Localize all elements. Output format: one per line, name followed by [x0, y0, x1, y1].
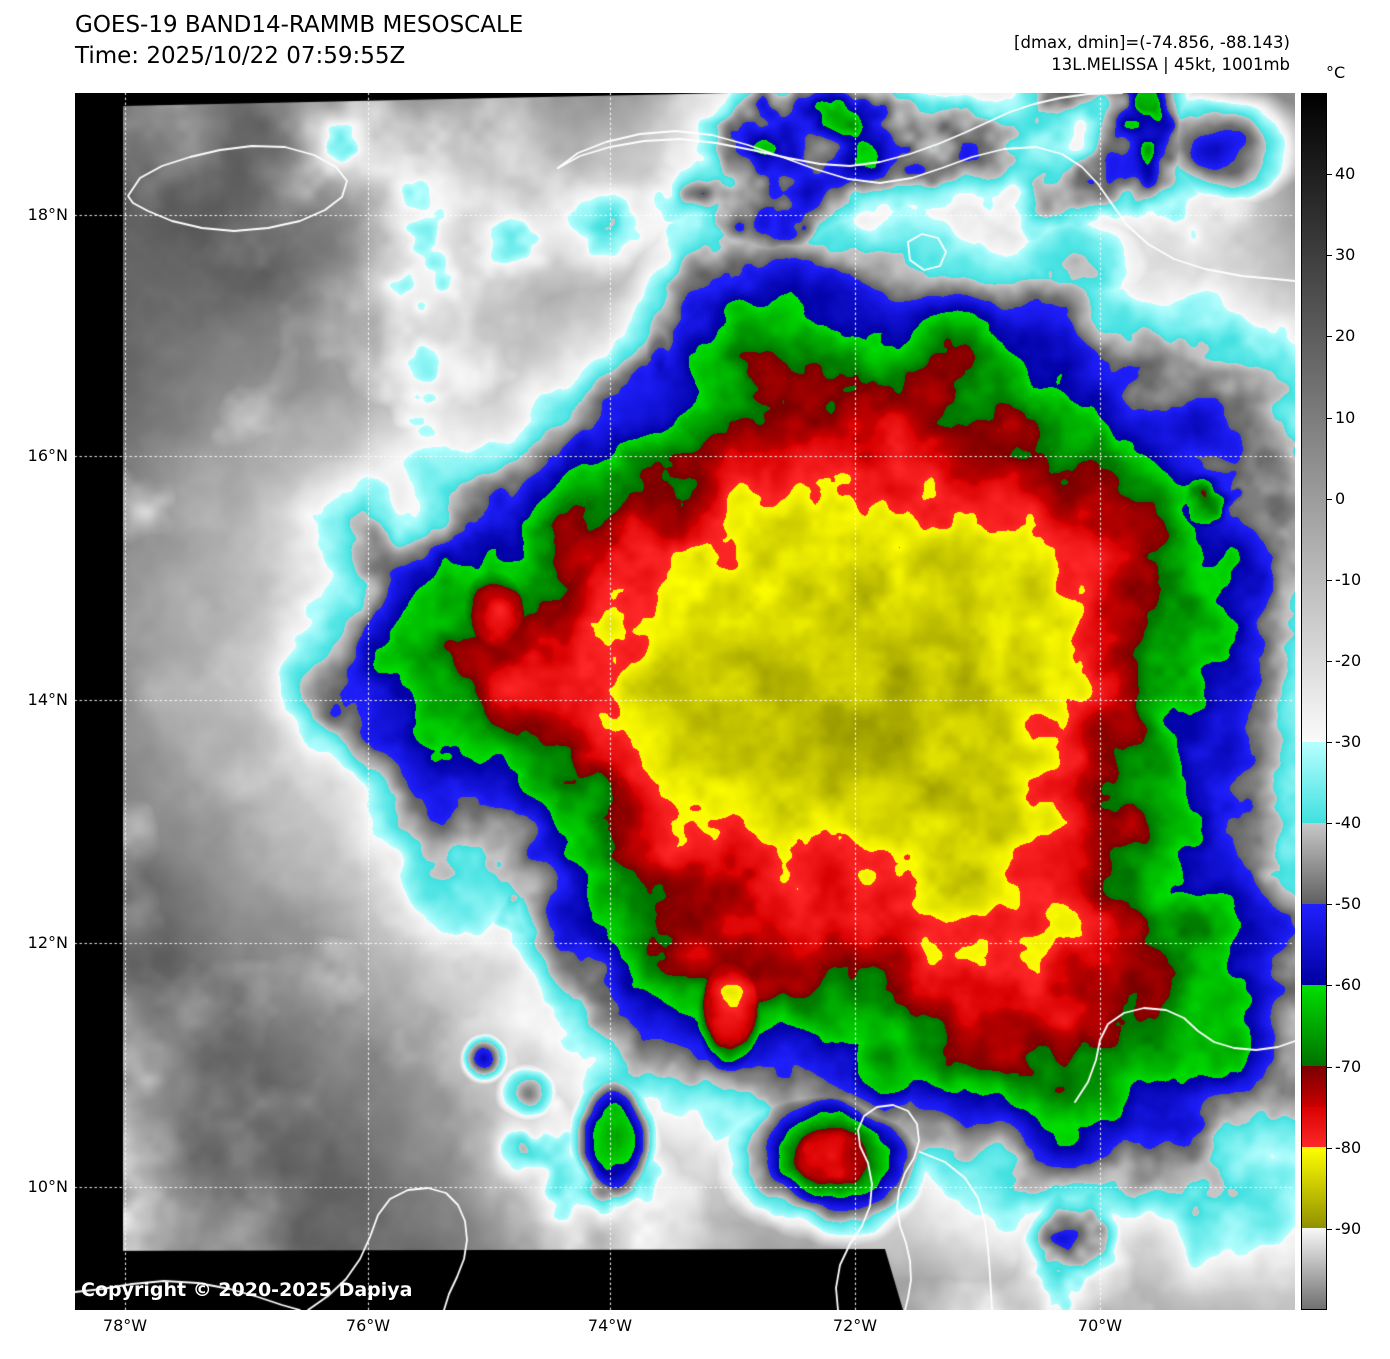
- header-right: [dmax, dmin]=(-74.856, -88.143) 13L.MELI…: [1014, 32, 1290, 76]
- colorbar-tick-label: -90: [1335, 1218, 1362, 1238]
- colorbar-tick-label: 20: [1335, 326, 1356, 346]
- storm-info: 13L.MELISSA | 45kt, 1001mb: [1051, 55, 1290, 74]
- colorbar-tick-label: -50: [1335, 894, 1362, 914]
- colorbar-tick-label: 10: [1335, 407, 1356, 427]
- colorbar-tick-mark: [1327, 579, 1332, 581]
- page-title: GOES-19 BAND14-RAMMB MESOSCALE: [75, 12, 524, 38]
- colorbar-tick-label: -80: [1335, 1137, 1362, 1157]
- colorbar-tick-mark: [1327, 985, 1332, 987]
- colorbar-tick-label: 0: [1335, 488, 1346, 508]
- colorbar-tick-label: -30: [1335, 732, 1362, 752]
- colorbar-tick-mark: [1327, 823, 1332, 825]
- colorbar-unit-label: °C: [1326, 63, 1346, 82]
- dmax-dmin-readout: [dmax, dmin]=(-74.856, -88.143): [1014, 33, 1290, 52]
- colorbar-tick-label: -60: [1335, 975, 1362, 995]
- colorbar-tick-label: -20: [1335, 650, 1362, 670]
- colorbar-tick-label: 30: [1335, 245, 1356, 265]
- lon-tick-label: 70°W: [1077, 1316, 1123, 1335]
- lon-tick-label: 72°W: [832, 1316, 878, 1335]
- header-left: GOES-19 BAND14-RAMMB MESOSCALE Time: 202…: [75, 10, 523, 72]
- colorbar-tick-mark: [1327, 336, 1332, 338]
- colorbar-tick-label: -40: [1335, 813, 1362, 833]
- colorbar-tick-mark: [1327, 174, 1332, 176]
- colorbar-tick-mark: [1327, 660, 1332, 662]
- colorbar-gradient: [1301, 93, 1327, 1310]
- colorbar-tick-mark: [1327, 1228, 1332, 1230]
- colorbar-tick-mark: [1327, 1066, 1332, 1068]
- colorbar-tick-mark: [1327, 1147, 1332, 1149]
- lon-tick-label: 78°W: [102, 1316, 148, 1335]
- timestamp: Time: 2025/10/22 07:59:55Z: [75, 43, 406, 69]
- lat-tick-label: 16°N: [27, 446, 68, 465]
- lat-tick-label: 18°N: [27, 205, 68, 224]
- colorbar-tick-label: 40: [1335, 164, 1356, 184]
- colorbar-tick-mark: [1327, 742, 1332, 744]
- lat-tick-label: 14°N: [27, 690, 68, 709]
- colorbar-tick-label: -10: [1335, 569, 1362, 589]
- colorbar-tick-mark: [1327, 498, 1332, 500]
- colorbar-tick-mark: [1327, 417, 1332, 419]
- lon-tick-label: 76°W: [345, 1316, 391, 1335]
- colorbar-tick-mark: [1327, 255, 1332, 257]
- colorbar-tick-mark: [1327, 904, 1332, 906]
- satellite-image-canvas: [75, 93, 1295, 1310]
- satellite-map: Copyright © 2020-2025 Dapiya: [75, 93, 1295, 1310]
- copyright-text: Copyright © 2020-2025 Dapiya: [81, 1279, 413, 1301]
- lon-tick-label: 74°W: [587, 1316, 633, 1335]
- colorbar-tick-label: -70: [1335, 1056, 1362, 1076]
- lat-tick-label: 12°N: [27, 933, 68, 952]
- lat-tick-label: 10°N: [27, 1177, 68, 1196]
